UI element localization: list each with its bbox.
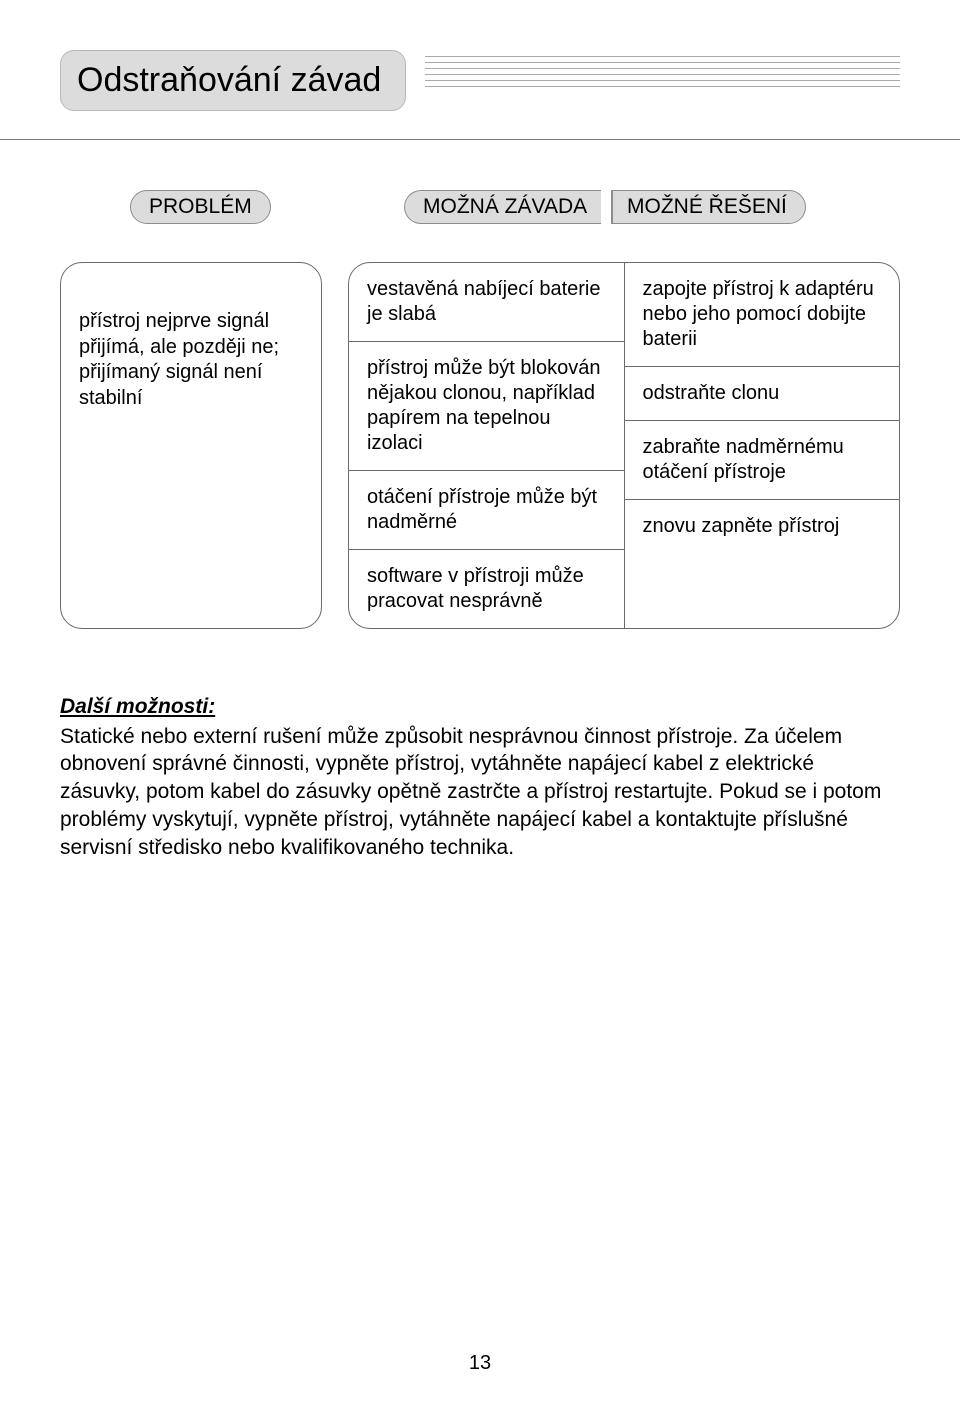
solution-cell: odstraňte clonu	[625, 367, 900, 421]
header-solution: MOŽNÉ ŘEŠENÍ	[612, 190, 806, 224]
cause-cell: software v přístroji může pracovat nespr…	[349, 550, 624, 628]
page-number: 13	[0, 1352, 960, 1375]
content-row: přístroj nejprve signál přijímá, ale poz…	[60, 262, 900, 629]
problem-text: přístroj nejprve signál přijímá, ale poz…	[79, 281, 303, 411]
further-body: Statické nebo externí rušení může způsob…	[60, 723, 900, 862]
solution-column: zapojte přístroj k adaptéru nebo jeho po…	[625, 263, 900, 628]
column-headers: PROBLÉM MOŽNÁ ZÁVADA MOŽNÉ ŘEŠENÍ	[60, 190, 900, 236]
further-heading: Další možnosti:	[60, 693, 900, 721]
cause-solution-box: vestavěná nabíjecí baterie je slabá přís…	[348, 262, 900, 629]
solution-cell: zapojte přístroj k adaptéru nebo jeho po…	[625, 263, 900, 367]
header-problem: PROBLÉM	[130, 190, 271, 224]
cause-column: vestavěná nabíjecí baterie je slabá přís…	[349, 263, 625, 628]
title-underline	[0, 139, 960, 140]
cause-cell: přístroj může být blokován nějakou clono…	[349, 342, 624, 471]
title-area: Odstraňování závad	[60, 50, 900, 140]
page-title: Odstraňování závad	[60, 50, 406, 111]
cause-cell: otáčení přístroje může být nadměrné	[349, 471, 624, 550]
title-decoration-lines	[425, 56, 900, 92]
solution-cell: znovu zapněte přístroj	[625, 500, 900, 553]
solution-cell: zabraňte nadměrnému otáčení přístroje	[625, 421, 900, 500]
cause-cell: vestavěná nabíjecí baterie je slabá	[349, 263, 624, 342]
further-section: Další možnosti: Statické nebo externí ru…	[60, 693, 900, 861]
header-cause: MOŽNÁ ZÁVADA	[404, 190, 601, 224]
problem-box: přístroj nejprve signál přijímá, ale poz…	[60, 262, 322, 629]
page: Odstraňování závad PROBLÉM MOŽNÁ ZÁVADA …	[0, 0, 960, 1413]
